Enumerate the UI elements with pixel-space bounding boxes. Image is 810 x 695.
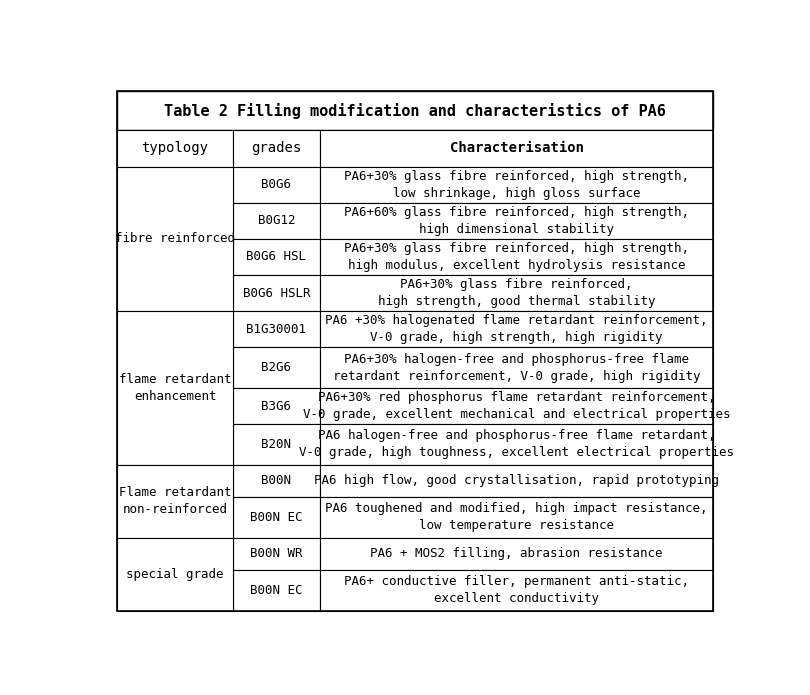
Text: B2G6: B2G6 [262,361,292,374]
Bar [320,311,714,348]
Text: PA6+30% glass fibre reinforced, high strength,
low shrinkage, high gloss surface: PA6+30% glass fibre reinforced, high str… [344,170,689,199]
Bar [233,570,320,610]
Bar [233,424,320,465]
Bar [233,239,320,275]
Text: fibre reinforced: fibre reinforced [115,232,235,245]
Text: PA6+30% glass fibre reinforced,
high strength, good thermal stability: PA6+30% glass fibre reinforced, high str… [377,278,655,308]
Bar [320,388,714,424]
Bar [117,131,233,167]
Bar [117,465,233,538]
Bar [233,167,320,203]
Bar [233,348,320,388]
Text: Characterisation: Characterisation [450,142,583,156]
Bar [320,348,714,388]
Bar [233,131,320,167]
Text: Table 2 Filling modification and characteristics of PA6: Table 2 Filling modification and charact… [164,103,666,119]
Bar [233,538,320,570]
Bar [320,424,714,465]
Bar [117,538,233,610]
Text: Flame retardant
non-reinforced: Flame retardant non-reinforced [119,486,232,516]
Text: special grade: special grade [126,568,224,580]
Text: PA6+ conductive filler, permanent anti-static,
excellent conductivity: PA6+ conductive filler, permanent anti-s… [344,575,689,605]
Text: B00N EC: B00N EC [250,584,303,597]
Text: B0G6 HSLR: B0G6 HSLR [243,286,310,300]
Text: B0G6: B0G6 [262,178,292,191]
Bar [117,92,714,131]
Bar [320,203,714,239]
Bar [233,311,320,348]
Text: PA6 toughened and modified, high impact resistance,
low temperature resistance: PA6 toughened and modified, high impact … [326,502,708,532]
Bar [320,239,714,275]
Text: B3G6: B3G6 [262,400,292,413]
Bar [233,203,320,239]
Text: flame retardant
enhancement: flame retardant enhancement [119,373,232,403]
Text: B00N: B00N [262,475,292,487]
Text: PA6 +30% halogenated flame retardant reinforcement,
V-0 grade, high strength, hi: PA6 +30% halogenated flame retardant rei… [326,314,708,344]
Text: PA6 halogen-free and phosphorus-free flame retardant,
V-0 grade, high toughness,: PA6 halogen-free and phosphorus-free fla… [299,430,734,459]
Text: PA6+60% glass fibre reinforced, high strength,
high dimensional stability: PA6+60% glass fibre reinforced, high str… [344,206,689,236]
Bar [320,167,714,203]
Text: B00N WR: B00N WR [250,547,303,560]
Text: B00N EC: B00N EC [250,511,303,524]
Bar [117,311,233,465]
Bar [233,497,320,538]
Bar [233,275,320,311]
Text: grades: grades [251,142,301,156]
Text: B1G30001: B1G30001 [246,322,306,336]
Bar [233,388,320,424]
Bar [320,131,714,167]
Bar [320,497,714,538]
Text: PA6+30% halogen-free and phosphorus-free flame
retardant reinforcement, V-0 grad: PA6+30% halogen-free and phosphorus-free… [333,352,701,383]
Text: typology: typology [142,142,209,156]
Bar [320,275,714,311]
Text: PA6+30% red phosphorus flame retardant reinforcement,
V-0 grade, excellent mecha: PA6+30% red phosphorus flame retardant r… [303,391,731,421]
Text: B0G6 HSL: B0G6 HSL [246,250,306,263]
Bar [117,167,233,311]
Text: PA6+30% glass fibre reinforced, high strength,
high modulus, excellent hydrolysi: PA6+30% glass fibre reinforced, high str… [344,242,689,272]
Text: B0G12: B0G12 [258,214,295,227]
Bar [320,465,714,497]
Text: PA6 + MOS2 filling, abrasion resistance: PA6 + MOS2 filling, abrasion resistance [370,547,663,560]
Text: B20N: B20N [262,438,292,451]
Bar [320,570,714,610]
Bar [233,465,320,497]
Bar [320,538,714,570]
Text: PA6 high flow, good crystallisation, rapid prototyping: PA6 high flow, good crystallisation, rap… [314,475,719,487]
